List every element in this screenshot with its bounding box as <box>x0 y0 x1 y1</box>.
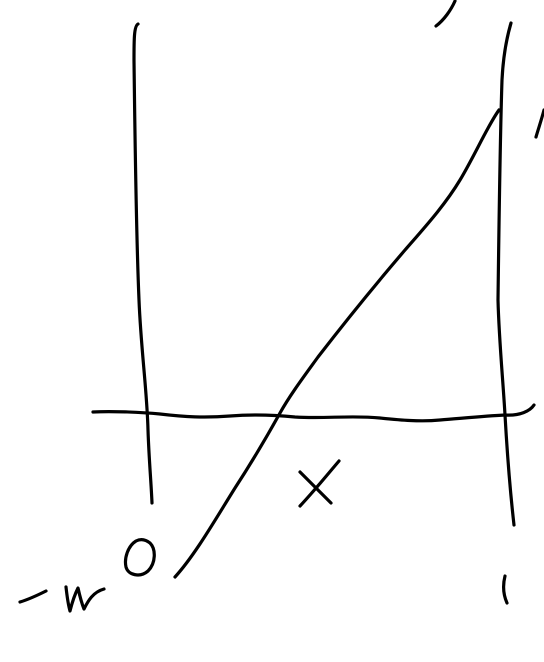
x-axis-variable-text: X <box>304 464 331 510</box>
minus-sign-stroke <box>18 589 48 604</box>
x-label-stroke-2 <box>298 459 341 508</box>
right-vertical-line <box>496 21 516 527</box>
horizontal-axis-line <box>91 403 536 423</box>
diagonal-line <box>173 108 501 579</box>
top-stray-stroke <box>434 0 457 28</box>
w-letter-stroke <box>64 585 106 613</box>
zero-digit-stroke <box>123 538 156 577</box>
right-edge-stray-stroke <box>534 108 544 139</box>
ink-layer <box>18 0 544 613</box>
left-bottom-value-text: -w0 <box>49 564 122 610</box>
right-bottom-value-text: 1 <box>495 570 515 608</box>
right-bottom-value-label <box>502 574 509 605</box>
left-vertical-line <box>132 22 154 505</box>
x-axis-variable-label <box>298 459 341 508</box>
left-bottom-value-label <box>18 538 156 613</box>
